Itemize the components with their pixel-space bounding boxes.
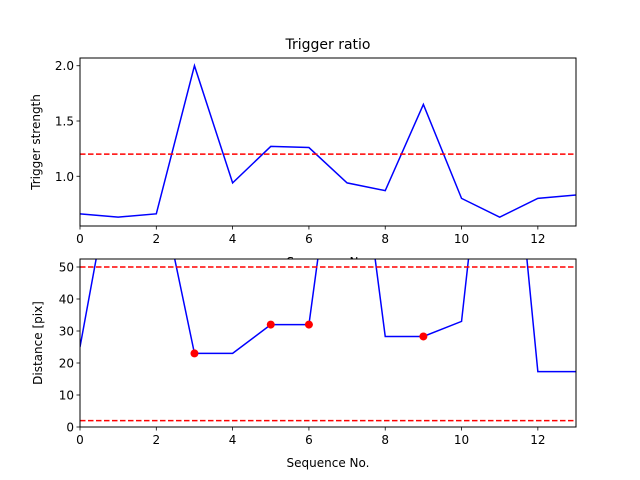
bottom-xtick-label-3: 6	[305, 433, 313, 447]
bottom-xtick-label-5: 10	[454, 433, 469, 447]
bottom-ytick-label-3: 30	[59, 325, 74, 339]
top-xtick-label-3: 6	[305, 232, 313, 246]
top-xtick-label-5: 10	[454, 232, 469, 246]
top-plot-frame	[79, 57, 577, 227]
bottom-marker-1	[266, 320, 275, 329]
bottom-ytick-label-0: 0	[66, 421, 74, 435]
top-xtick-label-4: 8	[381, 232, 389, 246]
top-ytick-label-1: 1.5	[55, 115, 74, 129]
top-xtick-label-1: 2	[152, 232, 160, 246]
top-xtick-label-0: 0	[76, 232, 84, 246]
bottom-ytick-label-5: 50	[59, 261, 74, 275]
bottom-xtick-label-2: 4	[229, 433, 237, 447]
top-ytick-label-0: 1.0	[55, 170, 74, 184]
bottom-plot-frame	[79, 258, 577, 428]
bottom-xtick-label-1: 2	[152, 433, 160, 447]
bottom-marker-2	[304, 320, 313, 329]
top-chart-title: Trigger ratio	[284, 37, 370, 53]
bottom-xtick-label-4: 8	[381, 433, 389, 447]
bottom-ytick-label-2: 20	[59, 357, 74, 371]
bottom-axes: Sequence No. Distance [pix] 0 2 4 6 8 10 12 0 10…	[31, 258, 577, 470]
top-xtick-label-2: 4	[229, 232, 237, 246]
bottom-marker-0	[190, 349, 199, 358]
top-ylabel: Trigger strength	[29, 94, 43, 191]
bottom-marker-3	[419, 332, 428, 341]
top-ytick-label-2: 2.0	[55, 59, 74, 73]
bottom-xtick-label-0: 0	[76, 433, 84, 447]
bottom-ytick-label-1: 10	[59, 389, 74, 403]
top-xtick-label-6: 12	[530, 232, 545, 246]
bottom-xtick-label-6: 12	[530, 433, 545, 447]
top-axes: Trigger ratio Sequence No. Trigger stren…	[29, 37, 577, 269]
bottom-plot-background	[80, 259, 576, 427]
bottom-ytick-label-4: 40	[59, 293, 74, 307]
top-series-line-0	[80, 63, 576, 218]
bottom-xlabel: Sequence No.	[287, 456, 370, 470]
bottom-ylabel: Distance [pix]	[31, 301, 45, 385]
